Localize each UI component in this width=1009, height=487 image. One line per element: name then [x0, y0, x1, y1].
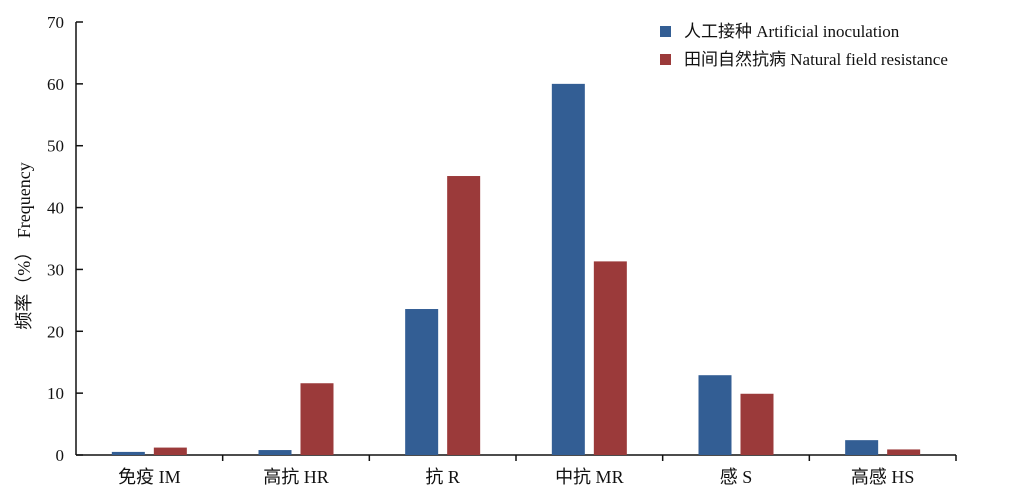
- y-tick-label: 50: [47, 137, 64, 156]
- bars: [111, 83, 921, 455]
- x-category-label: 高感 HS: [851, 467, 915, 487]
- bar-artificial: [111, 451, 145, 455]
- x-categories: 免疫 IM 高抗 HR 抗 R 中抗 MR 感 S 高感 HS: [118, 455, 957, 487]
- bar-artificial: [405, 309, 439, 455]
- y-tick-label: 10: [47, 384, 64, 403]
- x-category-label: 抗 R: [425, 467, 460, 487]
- x-category-label: 高抗 HR: [263, 467, 329, 487]
- y-tick-label: 0: [56, 446, 65, 465]
- x-category-label: 感 S: [720, 467, 753, 487]
- legend-label: 人工接种 Artificial inoculation: [684, 22, 900, 41]
- axes: [75, 22, 956, 456]
- x-category-label: 中抗 MR: [555, 467, 624, 487]
- y-axis-label: 频率（%） Frequency: [14, 162, 34, 329]
- bar-natural: [153, 447, 187, 455]
- y-ticks: 0 10 20 30 40 50 60 70: [47, 13, 83, 465]
- bar-artificial: [258, 450, 292, 455]
- legend-swatch: [660, 54, 671, 65]
- y-tick-label: 60: [47, 75, 64, 94]
- y-tick-label: 20: [47, 322, 64, 341]
- bar-natural: [300, 383, 334, 455]
- y-tick-label: 70: [47, 13, 64, 32]
- bar-natural: [740, 393, 774, 455]
- bar-natural: [447, 176, 481, 455]
- legend-swatch: [660, 26, 671, 37]
- legend-label: 田间自然抗病 Natural field resistance: [684, 50, 948, 69]
- x-category-label: 免疫 IM: [118, 467, 181, 487]
- bar-artificial: [551, 83, 585, 455]
- legend: 人工接种 Artificial inoculation 田间自然抗病 Natura…: [660, 22, 948, 69]
- y-tick-label: 40: [47, 199, 64, 218]
- y-tick-label: 30: [47, 260, 64, 279]
- bar-artificial: [698, 375, 732, 455]
- bar-natural: [887, 449, 921, 455]
- bar-artificial: [845, 440, 879, 455]
- bar-natural: [593, 261, 627, 455]
